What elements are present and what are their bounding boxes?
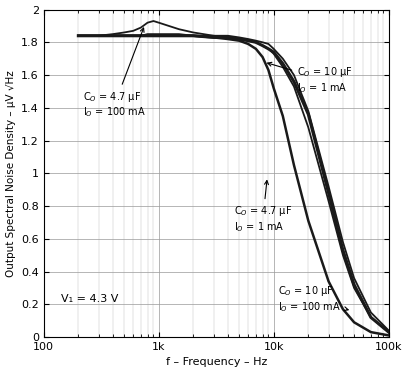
Y-axis label: Output Spectral Noise Density – μV √Hz: Output Spectral Noise Density – μV √Hz (6, 70, 16, 277)
Text: C$_O$ = 10 μF
I$_O$ = 1 mA: C$_O$ = 10 μF I$_O$ = 1 mA (268, 62, 353, 95)
X-axis label: f – Frequency – Hz: f – Frequency – Hz (166, 357, 267, 367)
Text: C$_O$ = 4.7 μF
I$_O$ = 1 mA: C$_O$ = 4.7 μF I$_O$ = 1 mA (234, 181, 292, 234)
Text: C$_O$ = 10 μF
I$_O$ = 100 mA: C$_O$ = 10 μF I$_O$ = 100 mA (279, 285, 348, 314)
Text: V₁ = 4.3 V: V₁ = 4.3 V (61, 294, 118, 304)
Text: C$_O$ = 4.7 μF
I$_O$ = 100 mA: C$_O$ = 4.7 μF I$_O$ = 100 mA (83, 28, 146, 119)
